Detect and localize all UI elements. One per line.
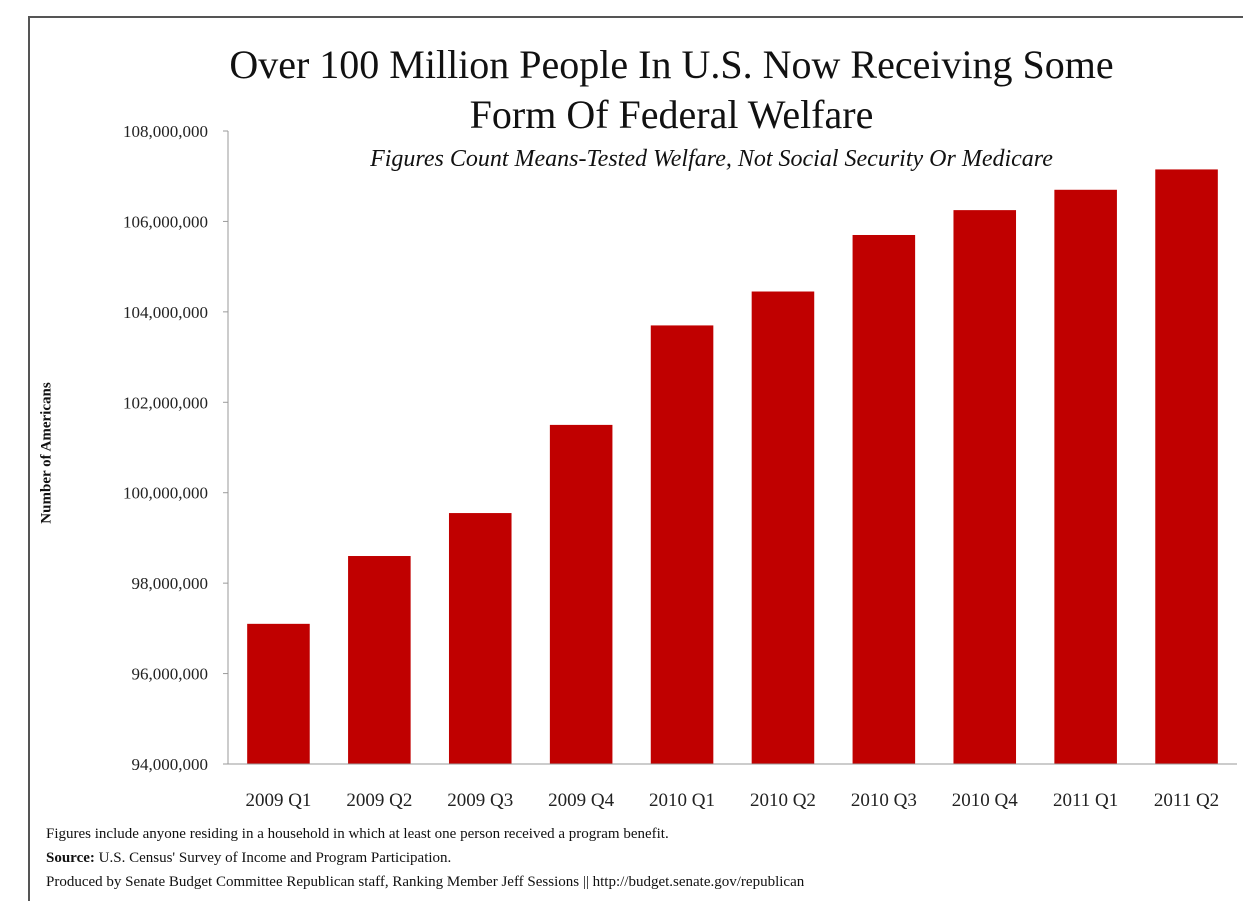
frame-left-border [28,16,30,901]
x-tick-label: 2011 Q1 [1053,790,1118,811]
y-tick-label: 104,000,000 [123,303,208,322]
y-tick-label: 100,000,000 [123,484,208,503]
y-tick-label: 108,000,000 [123,122,208,141]
y-tick-label: 96,000,000 [132,665,209,684]
bar [448,513,512,764]
frame-top-border [28,16,1243,18]
y-axis-label: Number of Americans [38,382,55,524]
footnote-source: Source: U.S. Census' Survey of Income an… [46,848,451,868]
bar [1054,189,1117,764]
footnote-source-text: U.S. Census' Survey of Income and Progra… [94,850,452,866]
x-tick-label: 2009 Q2 [346,790,412,811]
footnote-source-label: Source: [46,850,95,866]
x-tick-label: 2010 Q2 [750,790,816,811]
bar [650,325,714,764]
x-tick-label: 2010 Q1 [649,790,715,811]
chart-subtitle: Figures Count Means-Tested Welfare, Not … [370,146,1053,172]
footnote-produced: Produced by Senate Budget Committee Repu… [46,874,805,890]
y-tick-label: 106,000,000 [123,212,208,231]
bar [549,424,613,764]
bar [953,210,1017,764]
bar [852,234,916,764]
x-tick-label: 2010 Q4 [952,790,1018,811]
y-tick-label: 94,000,000 [132,755,209,774]
chart-title-line-2: Form Of Federal Welfare [469,92,874,137]
bar [348,556,411,764]
footnote-note: Figures include anyone residing in a hou… [46,826,669,842]
y-tick-label: 98,000,000 [132,574,209,593]
x-tick-label: 2010 Q3 [851,790,917,811]
y-tick-label: 102,000,000 [123,393,208,412]
x-tick-label: 2009 Q1 [245,790,311,811]
x-tick-label: 2011 Q2 [1154,790,1219,811]
bar [247,623,310,764]
x-tick-label: 2009 Q4 [548,790,614,811]
bar [751,291,815,764]
chart-title-line-1: Over 100 Million People In U.S. Now Rece… [229,42,1114,87]
x-tick-label: 2009 Q3 [447,790,513,811]
bar [1155,169,1218,765]
